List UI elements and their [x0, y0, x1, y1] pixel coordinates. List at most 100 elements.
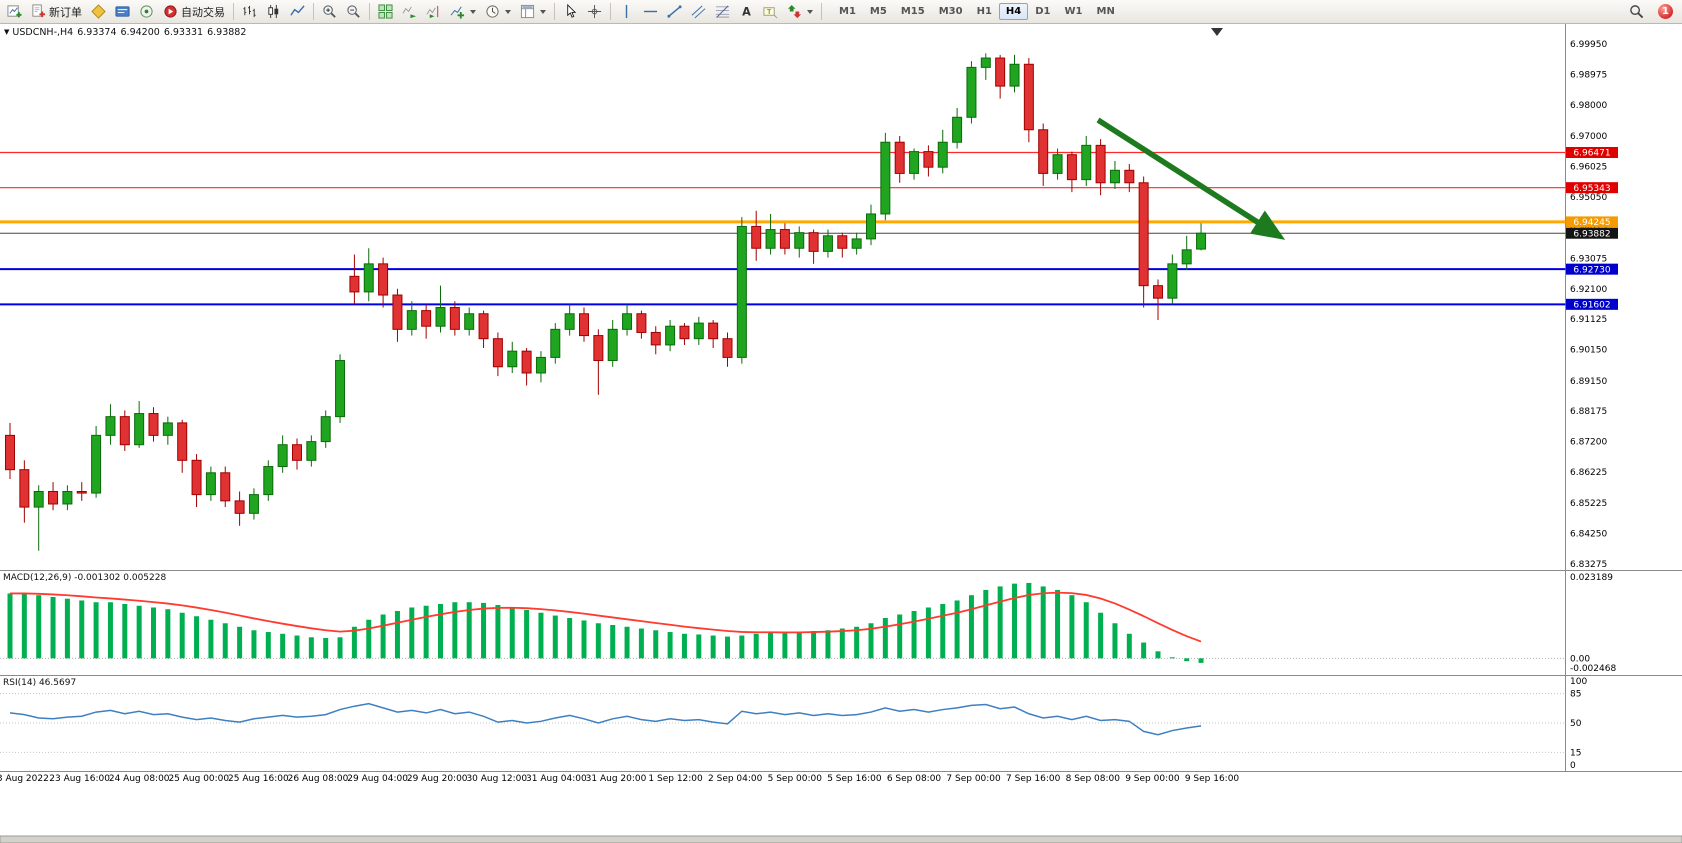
- candle-body: [177, 422, 188, 461]
- candle-body: [1109, 169, 1120, 184]
- timeframe-m30-button[interactable]: M30: [938, 6, 963, 17]
- candle-body: [292, 444, 302, 461]
- candle-body: [851, 238, 862, 249]
- macd-histogram-bar: [552, 615, 558, 659]
- notification-badge[interactable]: 1: [1658, 4, 1673, 19]
- timeframe-m1-button[interactable]: M1: [839, 6, 856, 17]
- svg-text:0.023189: 0.023189: [1570, 573, 1613, 583]
- macd-histogram-bar: [21, 593, 27, 659]
- time-axis-label: 25 Aug 16:00: [228, 774, 289, 784]
- candle-body: [363, 263, 374, 293]
- candle-body: [679, 325, 690, 340]
- rsi-axis-label: 85: [1570, 690, 1581, 700]
- timeframe-m15-button[interactable]: M15: [900, 6, 925, 17]
- macd-histogram-bar: [524, 609, 530, 659]
- macd-histogram-bar: [825, 630, 831, 659]
- candle-body: [91, 434, 102, 494]
- toolbar-button-group: 新订单 自动交易 A T: [3, 1, 825, 23]
- candlestick-series: [5, 53, 1207, 551]
- horizontal-line-button[interactable]: [639, 1, 662, 23]
- tile-windows-button[interactable]: [374, 1, 397, 23]
- macd-histogram-bar: [782, 633, 788, 659]
- candle-body: [1066, 154, 1077, 181]
- candle-body: [119, 416, 130, 446]
- time-axis-label: 30 Aug 12:00: [466, 774, 527, 784]
- macd-histogram-bar: [1184, 658, 1190, 662]
- macd-histogram-bar: [968, 595, 974, 659]
- timeframe-m5-button[interactable]: M5: [869, 6, 887, 17]
- search-button[interactable]: [1625, 1, 1648, 23]
- arrows-button[interactable]: [783, 1, 817, 23]
- auto-scroll-button[interactable]: [398, 1, 421, 23]
- fibo-icon: [715, 4, 730, 19]
- timeframe-h1-button[interactable]: H1: [976, 6, 992, 17]
- timeframe-w1-button[interactable]: W1: [1064, 6, 1083, 17]
- macd-histogram-bar: [624, 626, 630, 659]
- macd-histogram-bar: [667, 632, 673, 659]
- equidistant-channel-button[interactable]: [687, 1, 710, 23]
- indicators-list-button[interactable]: [446, 1, 480, 23]
- new-chart-button[interactable]: [3, 1, 26, 23]
- auto-trading-button[interactable]: 自动交易: [159, 1, 229, 23]
- price-axis-label: 6.91125: [1570, 315, 1607, 325]
- macd-histogram-bar: [251, 630, 257, 659]
- text-button[interactable]: A: [735, 1, 758, 23]
- macd-histogram-bar: [237, 626, 243, 659]
- candlestick-chart-button[interactable]: [262, 1, 285, 23]
- macd-histogram-bar: [36, 595, 42, 659]
- time-axis-label: 1 Sep 12:00: [648, 774, 703, 784]
- support-line-2-tag: [1566, 298, 1618, 310]
- candle-body: [1124, 169, 1135, 184]
- templates-button[interactable]: [516, 1, 550, 23]
- zoom-in-button[interactable]: [318, 1, 341, 23]
- candle-body: [894, 141, 905, 174]
- crosshair-button[interactable]: [583, 1, 606, 23]
- macd-histogram-bar: [452, 602, 458, 659]
- toolbar-separator: [313, 3, 314, 20]
- new-order-button[interactable]: 新订单: [27, 1, 86, 23]
- timeframe-h4-button[interactable]: H4: [998, 3, 1029, 20]
- main-toolbar: 新订单 自动交易 A T M1 M5 M15 M30 H1 H4 D1 W1 MN 1: [0, 0, 1682, 24]
- macd-histogram-bar: [997, 586, 1003, 659]
- candle-body: [234, 500, 245, 514]
- candle-body: [248, 494, 259, 514]
- fibonacci-retracement-button[interactable]: [711, 1, 734, 23]
- cursor-button[interactable]: [559, 1, 582, 23]
- price-chart-canvas[interactable]: 6.99950 6.98975 6.98000 6.97000 6.96025 6.950…: [0, 24, 1682, 843]
- candle-body: [794, 232, 805, 249]
- macd-histogram-bar: [509, 607, 515, 659]
- macd-histogram-bar: [394, 610, 400, 659]
- bar-chart-button[interactable]: [238, 1, 261, 23]
- candle-body: [134, 413, 145, 446]
- chart-shift-marker[interactable]: [1211, 28, 1223, 36]
- rsi-panel[interactable]: [0, 693, 1566, 753]
- pivot-line-tag-label: 6.94245: [1573, 218, 1610, 228]
- macd-panel[interactable]: [0, 582, 1566, 663]
- terminal-button[interactable]: [111, 1, 134, 23]
- metaeditor-button[interactable]: [87, 1, 110, 23]
- auto-trading-label: 自动交易: [181, 5, 225, 19]
- rsi-axis-label: 50: [1570, 719, 1582, 729]
- chart-shift-button[interactable]: [422, 1, 445, 23]
- price-axis-label: 6.87200: [1570, 438, 1607, 448]
- macd-histogram-bar: [868, 623, 874, 659]
- candle-body: [335, 360, 346, 418]
- timeframe-d1-button[interactable]: D1: [1035, 6, 1051, 17]
- macd-histogram-bar: [7, 593, 13, 659]
- periods-list-button[interactable]: [481, 1, 515, 23]
- timeframe-mn-button[interactable]: MN: [1096, 6, 1115, 17]
- candle-body: [980, 57, 991, 68]
- time-axis-label: 8 Sep 08:00: [1066, 774, 1121, 784]
- dropdown-caret-icon: [807, 9, 813, 14]
- vertical-line-button[interactable]: [615, 1, 638, 23]
- time-axis-label: 25 Aug 00:00: [168, 774, 229, 784]
- text-label-button[interactable]: T: [759, 1, 782, 23]
- time-axis-label: 24 Aug 08:00: [109, 774, 170, 784]
- line-chart-button[interactable]: [286, 1, 309, 23]
- candle-body: [650, 331, 661, 346]
- zoom-out-button[interactable]: [342, 1, 365, 23]
- trend-arrow-annotation[interactable]: [1096, 117, 1286, 240]
- strategy-tester-button[interactable]: [135, 1, 158, 23]
- price-axis-label: 6.86225: [1570, 468, 1607, 478]
- trendline-button[interactable]: [663, 1, 686, 23]
